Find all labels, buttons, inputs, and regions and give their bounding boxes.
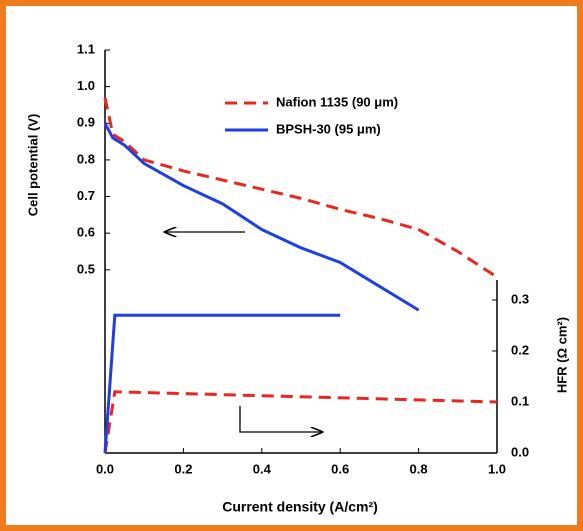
x-tick-label: 0.2 — [174, 461, 192, 476]
series-line — [103, 122, 420, 312]
y-tick-label: 1.1 — [77, 41, 95, 56]
x-axis-title: Current density (A/cm²) — [222, 499, 378, 515]
x-tick-label: 0.6 — [331, 461, 349, 476]
series-line — [103, 97, 498, 279]
y2-tick-label: 0.3 — [511, 291, 529, 306]
y2-tick-label: 0.2 — [511, 342, 529, 357]
x-tick-label: 0.8 — [410, 461, 428, 476]
x-tick-label: 1.0 — [488, 461, 506, 476]
y-tick-label: 0.7 — [77, 188, 95, 203]
series-line — [103, 313, 341, 454]
y-tick-label: 0.5 — [77, 261, 95, 276]
series-line — [103, 390, 498, 454]
y2-tick-label: 0.0 — [511, 444, 529, 459]
y-axis-title: Cell potential (V) — [25, 114, 40, 217]
y2-axis-title: HFR (Ω cm²) — [554, 317, 569, 393]
arrow-right — [239, 406, 322, 432]
y-tick-label: 0.9 — [77, 115, 95, 130]
y-tick-label: 1.0 — [77, 78, 95, 93]
legend-label: BPSH-30 (95 μm) — [276, 121, 381, 136]
y2-tick-label: 0.1 — [511, 393, 529, 408]
x-tick-label: 0.0 — [96, 461, 114, 476]
x-tick-label: 0.4 — [253, 461, 272, 476]
y-tick-label: 0.6 — [77, 225, 95, 240]
legend-label: Nafion 1135 (90 μm) — [276, 94, 398, 109]
y-tick-label: 0.8 — [77, 151, 95, 166]
